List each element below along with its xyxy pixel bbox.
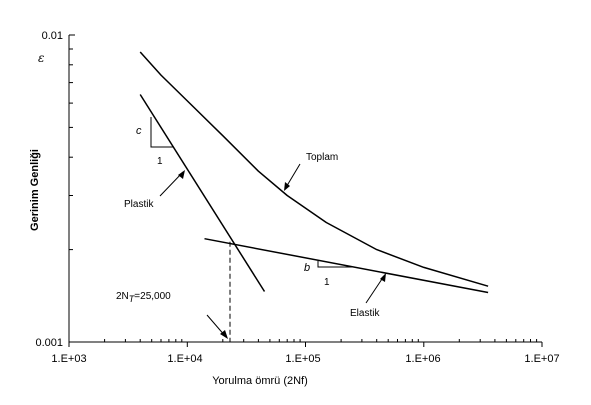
plastic-slope-rise: c — [136, 125, 142, 137]
y-tick-label-top: 0.01 — [42, 30, 63, 42]
plastic-slope-triangle: c 1 — [136, 117, 173, 167]
x-major-ticks — [68, 339, 543, 347]
x-tick-label-1: 1.E+04 — [167, 353, 202, 365]
plastik-label: Plastik — [124, 199, 154, 210]
toplam-arrowhead — [284, 182, 290, 191]
series-line-elastik — [204, 237, 489, 294]
transition-label: 2NT=25,000 — [116, 291, 171, 304]
x-tick-label-2: 1.E+05 — [285, 353, 320, 365]
x-tick-label-3: 1.E+06 — [405, 353, 440, 365]
elastik-label: Elastik — [350, 308, 380, 319]
y-symbol: ε — [38, 51, 44, 65]
transition-arrowhead — [220, 330, 228, 339]
elastic-slope-run: 1 — [324, 277, 330, 288]
plastik-pointer — [159, 171, 184, 197]
elastik-pointer — [365, 275, 385, 304]
elastic-slope-rise: b — [304, 262, 310, 274]
plastic-slope-run: 1 — [157, 156, 163, 167]
y-axis-title: Gerinim Genliği — [29, 149, 41, 231]
y-tick-label-bottom: 0.001 — [35, 337, 63, 349]
x-tick-label-4: 1.E+07 — [524, 353, 559, 365]
y-minor-ticks — [69, 34, 75, 343]
plastik-arrowhead — [178, 170, 185, 179]
series-line-plastik — [139, 94, 266, 292]
x-axis-title: Yorulma ömrü (2Nf) — [212, 375, 308, 387]
toplam-label: Toplam — [306, 152, 338, 163]
plastic-slope-triangle-lines — [150, 117, 173, 148]
x-tick-label-0: 1.E+03 — [51, 353, 86, 365]
elastic-slope-triangle: b 1 — [304, 261, 353, 288]
series-line-toplam — [139, 51, 489, 287]
transition-marker: 2NT=25,000 — [116, 241, 231, 342]
elastik-arrowhead — [380, 273, 386, 282]
series-layer — [139, 51, 489, 294]
series-labels: Toplam Plastik Elastik — [124, 152, 386, 319]
elastic-slope-triangle-lines — [317, 261, 353, 268]
